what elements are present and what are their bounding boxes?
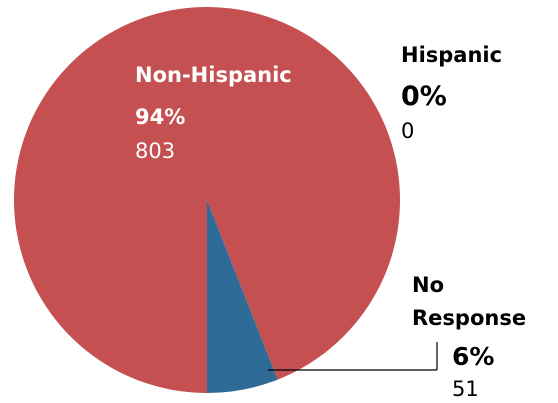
no-response-label-line2: Response <box>412 306 526 330</box>
hispanic-percent: 0% <box>401 81 447 112</box>
slice-no-response <box>207 200 278 393</box>
slice-non-hispanic <box>13 6 400 393</box>
slices-layer <box>13 6 400 393</box>
no-response-label-line1: No <box>412 273 444 297</box>
non-hispanic-count: 803 <box>135 139 175 163</box>
hispanic-count: 0 <box>401 119 414 143</box>
non-hispanic-percent: 94% <box>135 105 185 129</box>
no-response-percent: 6% <box>452 342 494 371</box>
hispanic-label: Hispanic <box>401 43 502 67</box>
no-response-count: 51 <box>452 377 479 401</box>
non-hispanic-label: Non-Hispanic <box>135 63 292 87</box>
